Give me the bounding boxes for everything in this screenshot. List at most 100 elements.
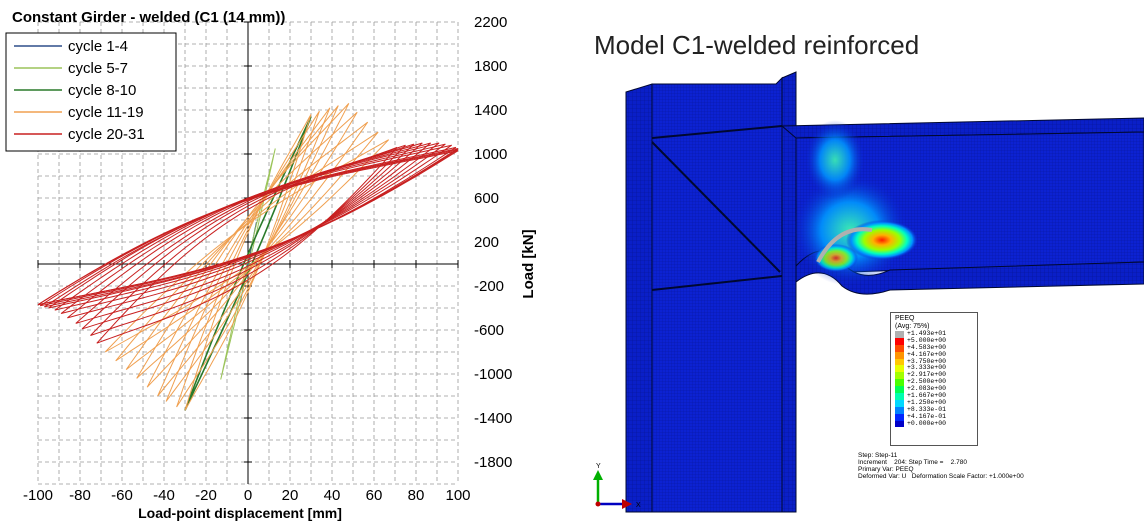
hysteresis-loop bbox=[54, 143, 446, 311]
legend-swatch bbox=[895, 413, 904, 421]
hysteresis-loop bbox=[60, 142, 440, 314]
chart-series bbox=[37, 103, 459, 411]
legend-swatch bbox=[895, 365, 904, 373]
hysteresis-loop bbox=[96, 146, 398, 344]
hysteresis-loop bbox=[81, 143, 415, 330]
hysteresis-loop bbox=[75, 142, 423, 324]
legend-label: cycle 8-10 bbox=[68, 82, 136, 99]
legend-swatch bbox=[895, 399, 904, 407]
legend-row: +1.493e+01 bbox=[891, 330, 977, 338]
legend-row: +4.167e-01 bbox=[891, 413, 977, 421]
legend-value: +8.333e-01 bbox=[907, 405, 947, 413]
legend-row: +4.167e+00 bbox=[891, 351, 977, 359]
model-title: Model C1-welded reinforced bbox=[594, 30, 920, 60]
series-cycle-8-10 bbox=[184, 116, 312, 411]
y-tick-label: 2200 bbox=[474, 14, 507, 31]
legend-subtitle: (Avg: 75%) bbox=[895, 323, 930, 330]
hysteresis-loop bbox=[184, 114, 312, 411]
legend-value: +2.083e+00 bbox=[907, 385, 947, 393]
y-axis-label: Load [kN] bbox=[520, 229, 537, 298]
legend-swatch bbox=[895, 393, 904, 400]
hysteresis-loop bbox=[165, 107, 331, 402]
legend-value: +0.000e+00 bbox=[907, 419, 947, 427]
legend-swatch bbox=[895, 344, 904, 352]
y-tick-label: 1800 bbox=[474, 58, 507, 75]
x-tick-label: -20 bbox=[195, 487, 217, 504]
legend-row: +1.250e+00 bbox=[891, 398, 977, 407]
legend-row: +2.917e+00 bbox=[891, 371, 977, 380]
legend-value: +1.667e+00 bbox=[907, 392, 947, 400]
column-flange-left bbox=[625, 83, 653, 513]
x-tick-label: -60 bbox=[111, 487, 133, 504]
legend-value: +1.493e+01 bbox=[907, 330, 947, 337]
legend-value: +3.333e+00 bbox=[907, 364, 947, 372]
primary-var-line: Primary Var: PEEQ bbox=[858, 466, 914, 473]
legend-row: +5.000e+00 bbox=[891, 336, 977, 345]
legend-value: +3.750e+00 bbox=[907, 357, 947, 365]
legend-frame bbox=[5, 32, 177, 152]
hysteresis-loop bbox=[157, 105, 339, 397]
legend-label: cycle 1-4 bbox=[68, 38, 128, 55]
legend-row: +4.583e+00 bbox=[891, 344, 977, 352]
step-info: Step: Step-11 Increment 204: Step Time =… bbox=[858, 452, 1024, 480]
fe-model-render: Y X bbox=[593, 71, 1144, 513]
y-tick-label: 200 bbox=[474, 234, 499, 251]
x-tick-label: -100 bbox=[23, 487, 53, 504]
legend-value: +2.500e+00 bbox=[907, 378, 947, 386]
y-tick-label: -1800 bbox=[474, 454, 512, 471]
chart-title: Constant Girder - welded (C1 (14 mm)) bbox=[12, 9, 285, 26]
x-tick-label: 60 bbox=[366, 487, 383, 504]
hysteresis-loop bbox=[37, 150, 459, 306]
x-tick-label: -80 bbox=[69, 487, 91, 504]
hysteresis-loop bbox=[44, 146, 457, 308]
step-line: Step: Step-11 bbox=[858, 452, 898, 459]
fe-model-panel: Model C1-welded reinforced bbox=[560, 0, 1144, 524]
legend-row: +8.333e-01 bbox=[891, 405, 977, 414]
legend-swatch bbox=[895, 337, 904, 345]
chart-tick-labels: -100 -80 -60 -40 -20 0 20 40 60 80 100220018001400… bbox=[23, 14, 512, 504]
chart-legend: cycle 1-4 cycle 5-7 cycle 8-10 cycle 11-19 c… bbox=[5, 32, 177, 152]
triad-x-label: X bbox=[636, 502, 641, 509]
legend-row: +0.000e+00 bbox=[891, 419, 977, 428]
legend-rows: +1.493e+01 +5.000e+00 +4.583e+00 +4.167e+00… bbox=[891, 330, 977, 428]
legend-swatch bbox=[895, 351, 904, 359]
legend-value: +2.917e+00 bbox=[907, 371, 947, 379]
series-cycle-20-31 bbox=[37, 142, 459, 344]
legend-swatch bbox=[895, 386, 904, 394]
deformed-var-line: Deformed Var: U Deformation Scale Factor… bbox=[858, 473, 1024, 480]
triad-y-label: Y bbox=[596, 463, 601, 470]
hysteresis-loop bbox=[184, 116, 312, 411]
legend-swatch bbox=[895, 420, 904, 428]
legend-swatch bbox=[895, 358, 904, 366]
beam-top-flange bbox=[780, 117, 1144, 139]
legend-row: +2.500e+00 bbox=[891, 378, 977, 387]
legend-row: +3.750e+00 bbox=[891, 357, 977, 366]
hysteresis-chart: -100 -80 -60 -40 -20 0 20 40 60 80 100220018001400… bbox=[5, 9, 537, 521]
peeq-contour-legend: PEEQ (Avg: 75%) +1.493e+01 +5.000e+00 +4.5… bbox=[890, 312, 978, 446]
y-tick-label: 1000 bbox=[474, 146, 507, 163]
hysteresis-loop bbox=[125, 121, 369, 370]
legend-label: cycle 20-31 bbox=[68, 126, 145, 143]
x-tick-label: 100 bbox=[445, 487, 470, 504]
hysteresis-loop bbox=[67, 142, 432, 319]
y-tick-label: -1400 bbox=[474, 410, 512, 427]
increment-line: Increment 204: Step Time = 2.780 bbox=[858, 459, 967, 466]
legend-swatch bbox=[895, 379, 904, 387]
hysteresis-chart-panel: -100 -80 -60 -40 -20 0 20 40 60 80 100 2200 1800 1400… bbox=[0, 0, 560, 524]
hysteresis-loop bbox=[90, 144, 406, 336]
legend-title: PEEQ bbox=[895, 315, 915, 322]
x-tick-label: 80 bbox=[408, 487, 425, 504]
legend-label: cycle 5-7 bbox=[68, 60, 128, 77]
x-tick-label: 20 bbox=[282, 487, 299, 504]
coordinate-triad-icon: Y X bbox=[593, 463, 641, 509]
legend-value: +5.000e+00 bbox=[907, 336, 947, 344]
legend-swatch bbox=[895, 372, 904, 380]
column-flange-right bbox=[781, 71, 797, 513]
legend-label: cycle 11-19 bbox=[68, 104, 144, 121]
legend-value: +1.250e+00 bbox=[907, 398, 947, 406]
y-tick-label: 1400 bbox=[474, 102, 507, 119]
x-tick-label: -40 bbox=[153, 487, 175, 504]
hysteresis-loop bbox=[136, 111, 358, 379]
y-tick-label: -200 bbox=[474, 278, 504, 295]
y-tick-label: -1000 bbox=[474, 366, 512, 383]
